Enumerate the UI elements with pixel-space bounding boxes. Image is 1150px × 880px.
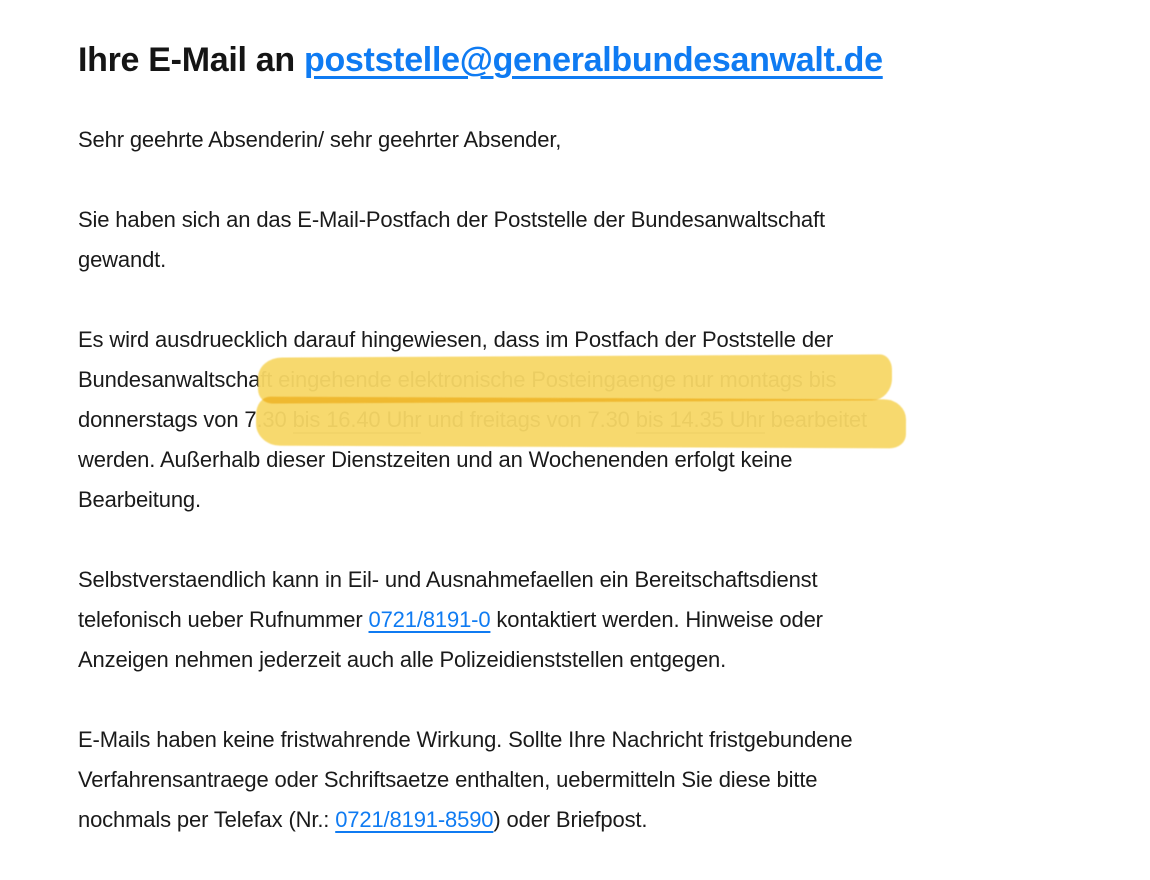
email-body-content: Sehr geehrte Absenderin/ sehr geehrter A… (78, 120, 867, 880)
body-paragraph: Sehr geehrte Absenderin/ sehr geehrter A… (78, 120, 867, 160)
phone-link[interactable]: 0721/8191-0 (368, 607, 491, 632)
email-link[interactable]: poststelle@generalbundesanwalt.de (304, 40, 883, 79)
text-segment: Es wird ausdruecklich darauf hingewiesen… (78, 327, 834, 352)
text-segment: kontaktiert werden. Hinweise oder (490, 607, 823, 632)
text-segment: Bundesanwaltschaft eingehende elektronis… (78, 367, 837, 392)
text-segment: gewandt. (78, 247, 167, 272)
body-line: Sehr geehrte Absenderin/ sehr geehrter A… (78, 120, 867, 160)
text-segment: Verfahrensantraege oder Schriftsaetze en… (78, 767, 818, 792)
text-segment: donnerstags von 7.30 (78, 407, 293, 432)
page-title: Ihre E-Mail an poststelle@generalbundesa… (78, 37, 883, 83)
body-line: Anzeigen nehmen jederzeit auch alle Poli… (78, 640, 867, 680)
text-segment: telefonisch ueber Rufnummer (78, 607, 369, 632)
text-segment: Selbstverstaendlich kann in Eil- und Aus… (78, 567, 818, 592)
body-line: Bundesanwaltschaft eingehende elektronis… (78, 360, 867, 400)
body-line: Bearbeitung. (78, 480, 867, 520)
body-line: Es wird ausdruecklich darauf hingewiesen… (78, 320, 867, 360)
body-paragraph: Es wird ausdruecklich darauf hingewiesen… (78, 320, 867, 520)
text-segment: E-Mails haben keine fristwahrende Wirkun… (78, 727, 853, 752)
time-range-detector[interactable]: bis 14.35 Uhr (635, 407, 765, 434)
text-segment: Sehr geehrte Absenderin/ sehr geehrter A… (78, 127, 562, 152)
phone-link[interactable]: 0721/8191-8590 (335, 807, 494, 832)
text-segment: und freitags von 7.30 (421, 407, 636, 432)
text-segment: nochmals per Telefax (Nr.: (78, 807, 336, 832)
body-line: Verfahrensantraege oder Schriftsaetze en… (78, 760, 867, 800)
body-line: nochmals per Telefax (Nr.: 0721/8191-859… (78, 800, 867, 840)
text-segment: Bearbeitung. (78, 487, 201, 512)
body-line: Sie haben sich an das E-Mail-Postfach de… (78, 200, 867, 240)
text-segment: ) oder Briefpost. (493, 807, 648, 832)
time-range-detector[interactable]: bis 16.40 Uhr (292, 407, 422, 434)
body-paragraph: E-Mails haben keine fristwahrende Wirkun… (78, 720, 867, 840)
page-title-text: Ihre E-Mail an (78, 40, 304, 79)
text-segment: Sie haben sich an das E-Mail-Postfach de… (78, 207, 825, 232)
text-segment: Anzeigen nehmen jederzeit auch alle Poli… (78, 647, 727, 672)
body-paragraph: Sie haben sich an das E-Mail-Postfach de… (78, 200, 867, 280)
body-line: werden. Außerhalb dieser Dienstzeiten un… (78, 440, 867, 480)
text-segment: bearbeitet (764, 407, 868, 432)
body-paragraph: Selbstverstaendlich kann in Eil- und Aus… (78, 560, 867, 680)
text-segment: werden. Außerhalb dieser Dienstzeiten un… (78, 447, 793, 472)
body-line: donnerstags von 7.30 bis 16.40 Uhr und f… (78, 400, 867, 440)
body-line: Selbstverstaendlich kann in Eil- und Aus… (78, 560, 867, 600)
body-line: E-Mails haben keine fristwahrende Wirkun… (78, 720, 867, 760)
body-line: gewandt. (78, 240, 867, 280)
body-line: telefonisch ueber Rufnummer 0721/8191-0 … (78, 600, 867, 640)
